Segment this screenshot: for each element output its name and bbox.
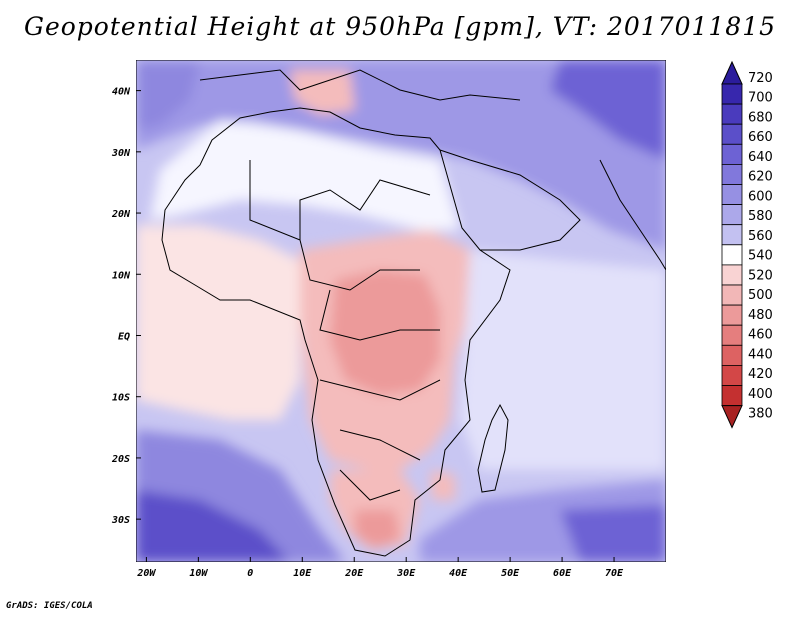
colorbar-box	[721, 364, 743, 386]
lon-tick-label: 70E	[605, 568, 624, 579]
colorbar-level-label: 520	[748, 268, 773, 283]
lat-tick-label: EQ	[118, 331, 130, 342]
colorbar-level-label: 420	[748, 367, 773, 382]
colorbar-box	[721, 264, 743, 286]
colorbar-box	[721, 123, 743, 145]
lon-tick-label: 20W	[136, 568, 156, 579]
europe-coast	[199, 69, 521, 101]
colorbar-box	[721, 324, 743, 346]
field-high-southwest	[136, 490, 290, 562]
colorbar-box	[721, 224, 743, 246]
colorbar-level-label: 580	[748, 209, 773, 224]
lat-tick-label: 40N	[112, 87, 131, 98]
colorbar-box	[721, 83, 743, 105]
arabia-coast	[439, 149, 581, 251]
field-med-pink	[290, 70, 355, 115]
lat-tick-label: 10S	[112, 393, 130, 404]
lon-tick-label: 40E	[449, 568, 468, 579]
lat-tick-label: 20N	[111, 209, 131, 220]
colorbar-level-label: 440	[748, 347, 773, 362]
field-low-kalahari	[355, 510, 400, 548]
lat-tick-label: 30S	[111, 515, 130, 526]
colorbar-level-label: 720	[748, 71, 773, 86]
lon-tick-label: 60E	[553, 568, 572, 579]
colorbar-box	[721, 344, 743, 366]
field-low-core	[330, 270, 440, 395]
colorbar-level-label: 680	[748, 110, 773, 125]
lon-tick-label: 50E	[501, 568, 520, 579]
colorbar-level-label: 600	[748, 189, 773, 204]
country-borders	[249, 160, 441, 501]
coastlines	[161, 69, 666, 557]
colorbar-level-label: 380	[748, 407, 773, 422]
lon-tick-label: 30E	[396, 568, 416, 579]
field-high-west	[136, 60, 200, 130]
colorbar-box	[721, 284, 743, 306]
lon-tick-label: 10W	[189, 568, 208, 579]
colorbar-box	[721, 143, 743, 165]
india-coast	[599, 159, 666, 271]
colorbar-level-label: 700	[748, 91, 773, 106]
colorbar-box	[721, 244, 743, 266]
field-high-northeast	[550, 60, 666, 160]
colorbar-level-label: 540	[748, 249, 773, 264]
colorbar-level-label: 500	[748, 288, 773, 303]
colorbar-boxes: 720 700 680 660 640 620 600 580 560 540 520 500 480 4…	[721, 60, 773, 429]
madagascar	[477, 403, 509, 493]
colorbar-level-label: 480	[748, 308, 773, 323]
colorbar-box	[721, 204, 743, 226]
colorbar-level-label: 660	[748, 130, 773, 145]
map-title: Geopotential Height at 950hPa [gpm], VT:…	[23, 12, 777, 41]
colorbar-level-label: 400	[748, 387, 773, 402]
field-high-north	[136, 60, 666, 250]
colorbar-box	[721, 163, 743, 185]
colorbar-box	[721, 103, 743, 125]
colorbar-box	[721, 304, 743, 326]
lat-tick-label: 30N	[111, 148, 131, 159]
colorbar-level-label: 640	[748, 150, 773, 165]
lon-tick-label: 0	[247, 568, 253, 579]
colorbar-level-label: 620	[748, 170, 773, 185]
field-mid-white	[150, 120, 460, 230]
colorbar-bottom-arrow	[721, 405, 743, 429]
field-high-southeast-core	[560, 505, 666, 562]
colorbar-box	[721, 184, 743, 206]
colorbar-top-arrow	[721, 60, 743, 85]
africa-coastline	[161, 107, 511, 557]
field-indian-ocean	[460, 250, 666, 470]
lat-tick-label: 10N	[112, 270, 131, 281]
colorbar-box	[721, 385, 743, 407]
lon-tick-label: 10E	[293, 568, 312, 579]
field-low-mozchannel	[430, 470, 455, 500]
lat-tick-label: 20S	[111, 454, 130, 465]
lon-tick-label: 20E	[344, 568, 364, 579]
footer-credit: GrADS: IGES/COLA	[6, 601, 93, 611]
axis-ticks: 20W 10W 0 10E 20E 30E 40E 50E 60E 70E 40N 30N 20N 10N…	[111, 87, 624, 579]
colorbar-level-label: 560	[748, 229, 773, 244]
colorbar-level-label: 460	[748, 328, 773, 343]
